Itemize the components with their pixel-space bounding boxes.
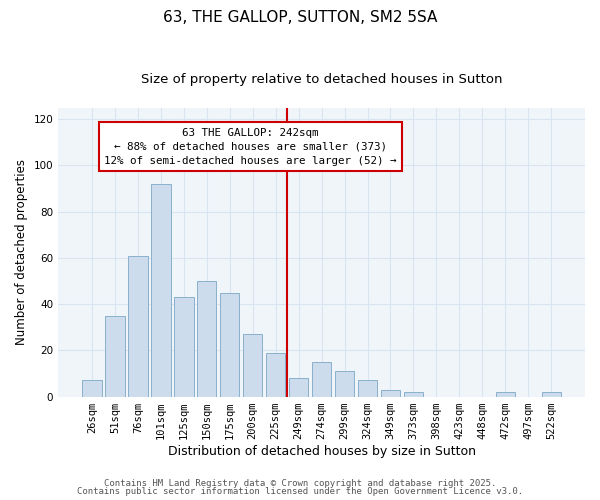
Text: Contains public sector information licensed under the Open Government Licence v3: Contains public sector information licen… bbox=[77, 487, 523, 496]
X-axis label: Distribution of detached houses by size in Sutton: Distribution of detached houses by size … bbox=[167, 444, 476, 458]
Text: 63, THE GALLOP, SUTTON, SM2 5SA: 63, THE GALLOP, SUTTON, SM2 5SA bbox=[163, 10, 437, 25]
Bar bbox=[381, 390, 400, 396]
Bar bbox=[105, 316, 125, 396]
Bar bbox=[266, 352, 286, 397]
Bar bbox=[358, 380, 377, 396]
Y-axis label: Number of detached properties: Number of detached properties bbox=[15, 159, 28, 345]
Bar bbox=[542, 392, 561, 396]
Bar bbox=[496, 392, 515, 396]
Bar bbox=[220, 292, 239, 397]
Bar bbox=[289, 378, 308, 396]
Text: 63 THE GALLOP: 242sqm
← 88% of detached houses are smaller (373)
12% of semi-det: 63 THE GALLOP: 242sqm ← 88% of detached … bbox=[104, 128, 397, 166]
Title: Size of property relative to detached houses in Sutton: Size of property relative to detached ho… bbox=[141, 72, 502, 86]
Text: Contains HM Land Registry data © Crown copyright and database right 2025.: Contains HM Land Registry data © Crown c… bbox=[104, 478, 496, 488]
Bar bbox=[82, 380, 101, 396]
Bar bbox=[335, 371, 355, 396]
Bar bbox=[151, 184, 170, 396]
Bar bbox=[197, 281, 217, 396]
Bar bbox=[243, 334, 262, 396]
Bar bbox=[312, 362, 331, 396]
Bar bbox=[174, 297, 194, 396]
Bar bbox=[128, 256, 148, 396]
Bar bbox=[404, 392, 423, 396]
